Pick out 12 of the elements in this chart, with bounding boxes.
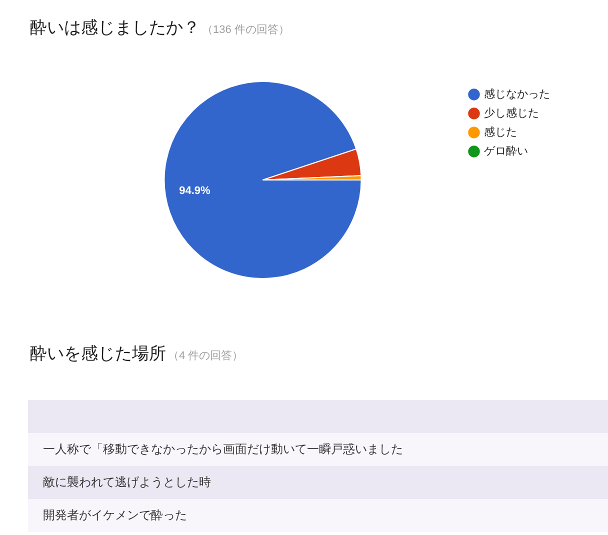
text: 酔いを感じた場所 (30, 343, 166, 365)
text: 開発者がイケメンで酔った (43, 507, 187, 524)
legend-label: 感じた (484, 126, 517, 139)
legend-label: ゲロ酔い (484, 146, 528, 158)
text: 一人称で「移動できなかったから画面だけ動いて一瞬戸惑いました (43, 441, 403, 458)
text: 敵に襲われて逃げようとした時 (43, 474, 211, 491)
legend-label: 感じなかった (484, 88, 550, 101)
data-label: 94.9% (179, 185, 210, 198)
text: （4 件の回答） (168, 349, 244, 363)
chart-title: 酔いは感じましたか？ (30, 17, 200, 39)
chart-subtitle: （136 件の回答） (202, 23, 290, 37)
legend-label: 少し感じた (484, 106, 539, 120)
